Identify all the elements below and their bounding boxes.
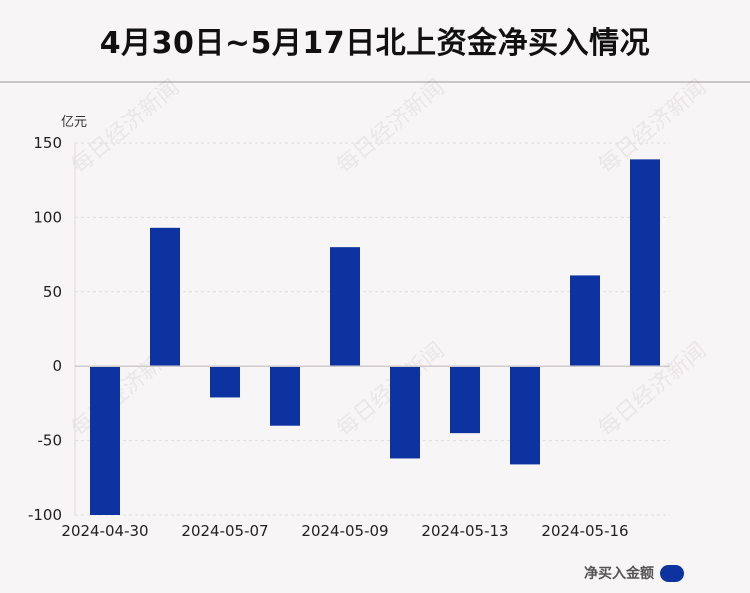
y-tick-label: 0 [52, 357, 62, 375]
x-tick-label: 2024-05-09 [301, 522, 388, 540]
y-tick-label: 150 [33, 134, 62, 152]
bar [90, 366, 120, 515]
y-tick-label: -100 [28, 506, 62, 524]
legend: 净买入金额 [584, 563, 684, 583]
x-tick-label: 2024-05-13 [421, 522, 508, 540]
bar [450, 366, 480, 434]
y-unit-label: 亿元 [61, 115, 87, 130]
axes [74, 143, 670, 515]
bar [570, 275, 600, 367]
x-tick-label: 2024-04-30 [61, 522, 148, 540]
y-tick-labels: 150 100 50 0 -50 -100 [28, 134, 62, 524]
bar [150, 227, 180, 367]
bar [390, 366, 420, 459]
bar [270, 366, 300, 426]
bars [90, 159, 660, 515]
bar [630, 159, 660, 367]
bar [210, 366, 240, 398]
watermark-text: 每日经济新闻 [332, 75, 449, 179]
x-tick-label: 2024-05-16 [541, 522, 628, 540]
chart-title: 4月30日~5月17日北上资金净买入情况 [99, 26, 651, 61]
bar [510, 366, 540, 465]
y-tick-label: 50 [43, 283, 62, 301]
legend-label: 净买入金额 [584, 566, 654, 582]
y-tick-label: 100 [33, 208, 62, 226]
y-tick-label: -50 [38, 432, 63, 450]
bar [330, 247, 360, 367]
legend-swatch [660, 564, 684, 582]
title-divider [0, 81, 750, 83]
x-tick-label: 2024-05-07 [181, 522, 268, 540]
x-tick-labels: 2024-04-30 2024-05-07 2024-05-09 2024-05-13… [61, 522, 628, 540]
